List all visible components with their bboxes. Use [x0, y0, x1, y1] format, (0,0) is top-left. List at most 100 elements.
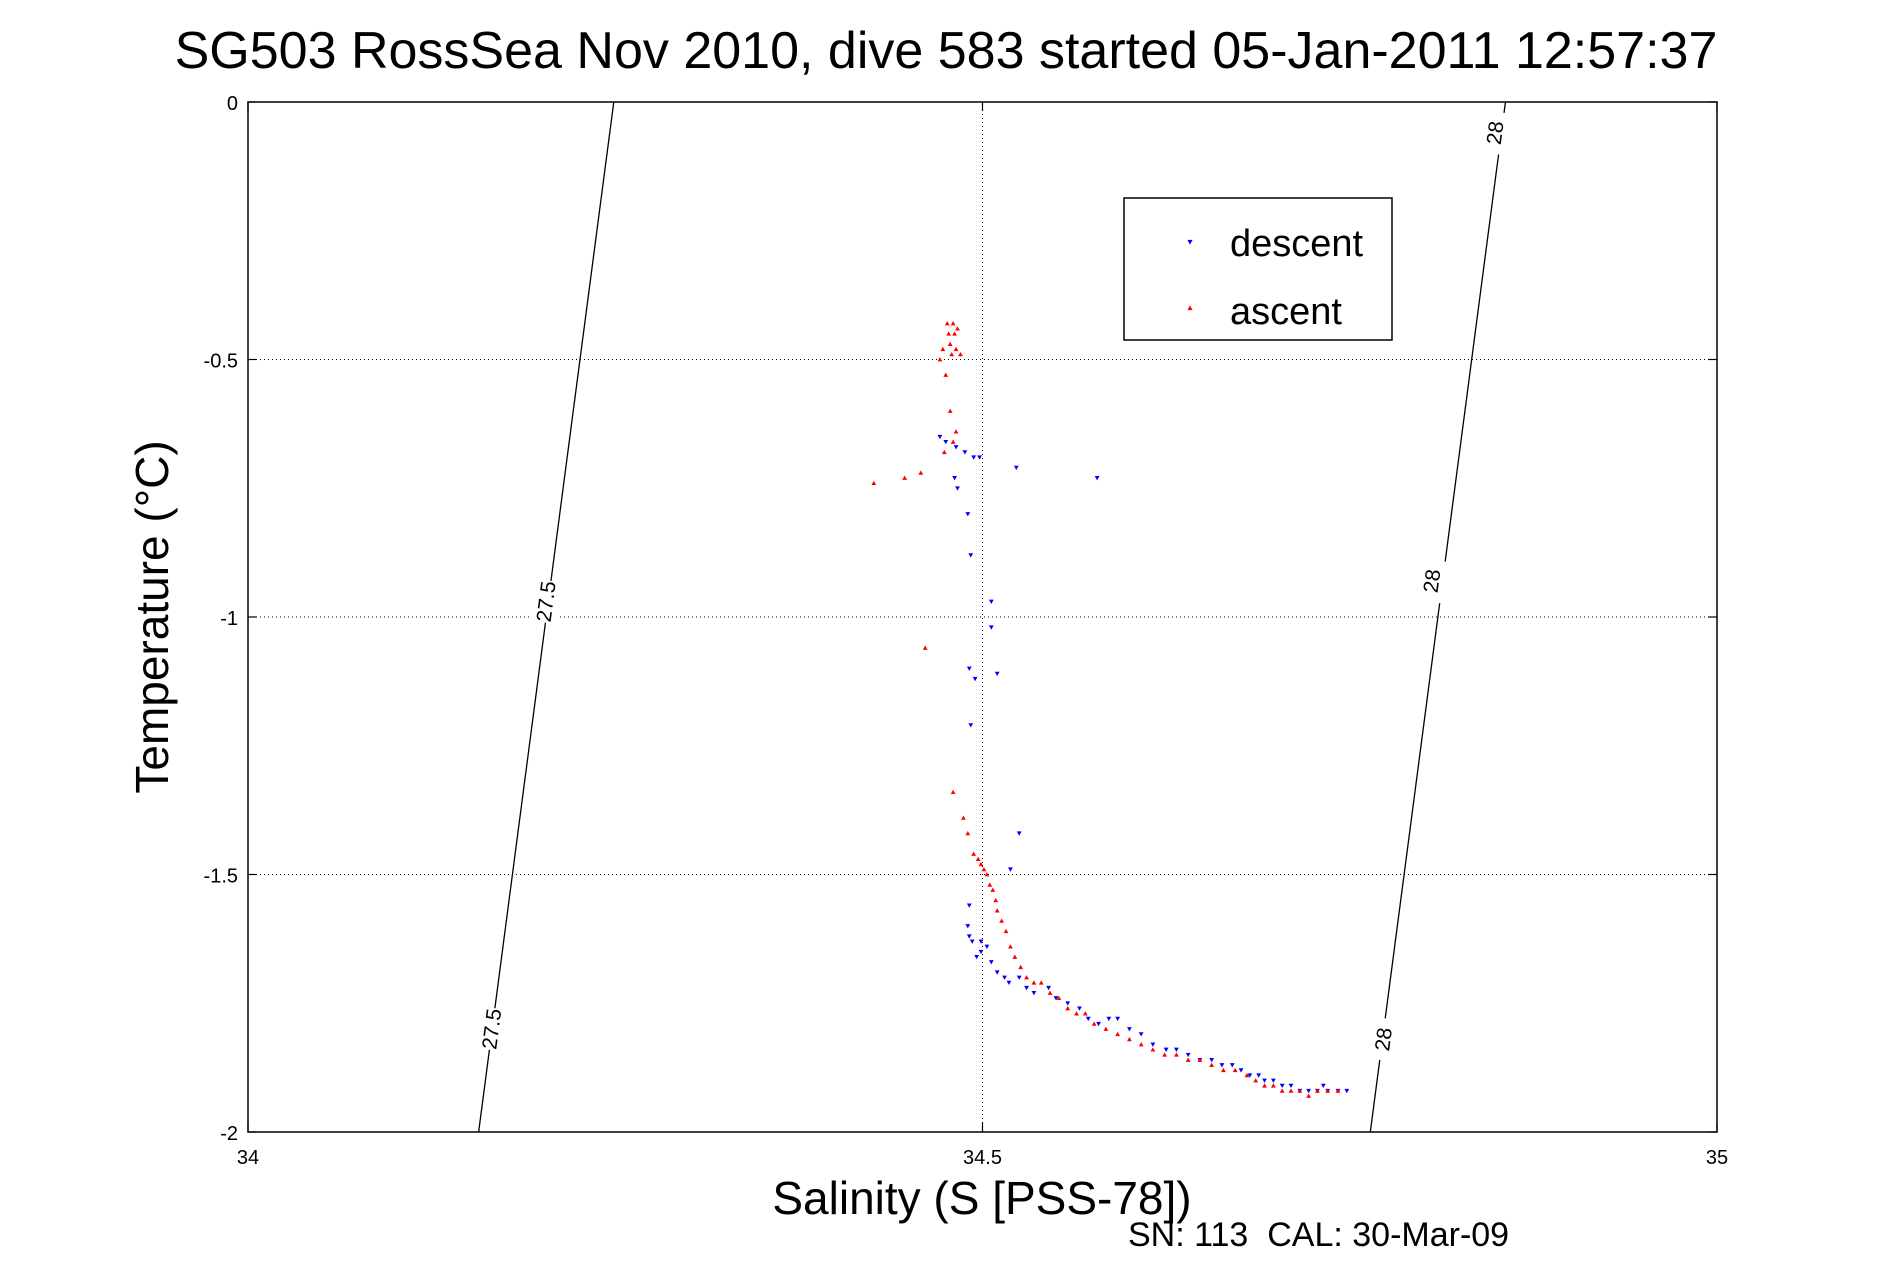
ascent-point [1270, 1083, 1276, 1088]
descent-point [968, 723, 974, 728]
descent-point [965, 512, 971, 517]
chart-title: SG503 RossSea Nov 2010, dive 583 started… [175, 22, 1718, 80]
descent-point [1127, 1027, 1132, 1032]
descent-point [1320, 1083, 1326, 1089]
ascent-point [994, 908, 1000, 913]
ascent-point [947, 408, 953, 413]
ascent-point [1209, 1062, 1215, 1067]
ascent-point [1279, 1088, 1285, 1093]
ascent-point [984, 872, 990, 877]
descent-point [978, 949, 984, 955]
ascent-point [1244, 1072, 1250, 1078]
descent-point [1238, 1068, 1244, 1073]
descent-point [994, 970, 1000, 975]
contour-label: 28 [1420, 568, 1446, 594]
contour-label: 27.5 [478, 1007, 506, 1051]
ascent-point [1306, 1093, 1312, 1098]
ascent-point [1065, 1006, 1071, 1011]
descent-point [1016, 975, 1022, 980]
legend-marker-descent [1187, 239, 1193, 245]
legend-label-descent: descent [1230, 223, 1364, 265]
ascent-point [949, 351, 955, 357]
descent-point [977, 455, 982, 460]
descent-point [937, 434, 943, 440]
descent-point [1085, 1016, 1091, 1022]
ascent-point [1162, 1052, 1168, 1057]
ascent-point [999, 918, 1004, 923]
descent-point [965, 924, 971, 929]
ascent-point [1138, 1042, 1144, 1047]
legend-label-ascent: ascent [1230, 291, 1342, 333]
ascent-point [918, 470, 924, 475]
descent-point [1174, 1047, 1179, 1052]
contour-label: 28 [1371, 1026, 1397, 1052]
y-tick-label: -2 [220, 1123, 238, 1145]
x-tick-label: 35 [1706, 1147, 1728, 1169]
contour-label-gap [530, 579, 562, 625]
contour-label-gap [1416, 558, 1448, 604]
y-tick-label: -0.5 [204, 351, 238, 373]
descent-point [1115, 1016, 1121, 1022]
descent-point [988, 625, 994, 630]
descent-point [966, 666, 972, 671]
ascent-point [1003, 928, 1009, 934]
ascent-point [961, 815, 966, 820]
ascent-point [1288, 1088, 1294, 1093]
descent-point [969, 939, 975, 944]
grid-lines [248, 102, 1717, 1132]
descent-point [1024, 985, 1029, 991]
ascent-point [941, 449, 947, 455]
ascent-point [1297, 1088, 1303, 1093]
descent-point [984, 944, 990, 949]
axis-ticks: 34 34.5 35 0 -0.5 -1 -1.5 -2 [204, 93, 1729, 1169]
isopycnal-line [1369, 101, 1507, 1133]
ascent-point [1008, 944, 1013, 949]
x-tick-label: 34 [237, 1147, 259, 1169]
descent-point [1053, 996, 1059, 1001]
ascent-point [971, 851, 977, 856]
legend-marker-ascent [1187, 305, 1193, 311]
ascent-point [902, 475, 908, 480]
descent-point [1229, 1063, 1235, 1068]
descent-point [966, 934, 972, 939]
descent-point [1247, 1073, 1253, 1078]
descent-point [962, 450, 968, 455]
ascent-point [1232, 1067, 1238, 1073]
ascent-point [1038, 980, 1044, 985]
ascent-point [953, 346, 959, 352]
contour-label: 27.5 [533, 580, 561, 624]
ascent-point [1012, 954, 1018, 959]
ascent-point [937, 357, 943, 362]
y-tick-label: -1.5 [204, 866, 238, 888]
descent-point [1209, 1057, 1215, 1063]
ascent-point [978, 861, 984, 867]
ascent-point [1335, 1088, 1341, 1093]
descent-point [1163, 1047, 1169, 1052]
ascent-point [1150, 1047, 1156, 1052]
contour-label-gap [1479, 110, 1511, 156]
descent-point [1279, 1083, 1285, 1089]
descent-point [974, 954, 980, 960]
ascent-point [947, 341, 953, 346]
descent-point [943, 439, 949, 445]
ascent-point [1115, 1031, 1121, 1037]
descent-point [1013, 465, 1019, 471]
descent-point [1306, 1088, 1312, 1094]
descent-point [953, 445, 959, 450]
descent-point [1016, 831, 1022, 836]
descent-point [978, 939, 984, 944]
ascent-point [940, 346, 946, 352]
descent-point [1138, 1032, 1144, 1037]
ascent-point [955, 326, 960, 331]
ascent-point [975, 856, 981, 861]
ascent-point [1047, 990, 1053, 995]
ascent-point [1262, 1083, 1267, 1088]
ascent-point [950, 321, 956, 326]
descent-point [1006, 980, 1012, 986]
descent-point [988, 960, 994, 965]
ascent-point [1082, 1011, 1088, 1016]
ascent-point [1024, 975, 1029, 980]
ascent-point [965, 830, 971, 836]
ascent-point [1031, 980, 1037, 985]
ascent-point [1103, 1026, 1109, 1031]
